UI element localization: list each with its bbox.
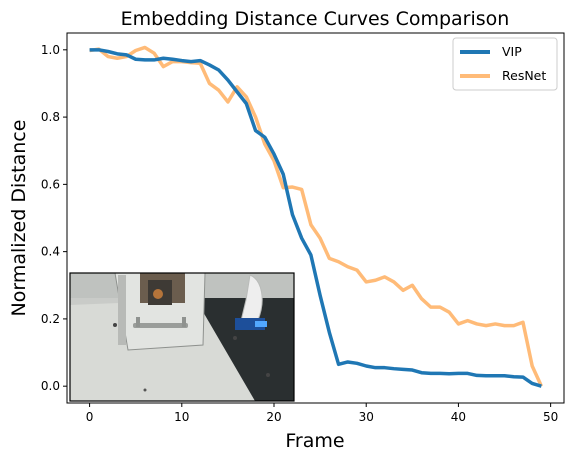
legend-label-vip: VIP <box>502 44 522 59</box>
series-line-vip <box>89 48 542 388</box>
series-line-resnet <box>89 45 544 387</box>
y-tick-label: 1.0 <box>41 43 60 57</box>
plot-frame <box>66 32 565 404</box>
y-tick-label: 0.6 <box>41 177 60 191</box>
y-tick-label: 0.8 <box>41 110 60 124</box>
x-axis-label: Frame <box>285 430 344 452</box>
plot-area: 0 10 20 30 40 50 0.0 0.2 0.4 0.6 0.8 1.0 <box>41 32 565 424</box>
legend: VIP ResNet <box>452 37 558 91</box>
x-tick-label: 50 <box>543 410 558 424</box>
x-tick-label: 10 <box>174 410 189 424</box>
y-tick-label: 0.0 <box>41 379 60 393</box>
x-tick-label: 30 <box>359 410 374 424</box>
inset-photo <box>69 272 295 402</box>
x-tick-label: 20 <box>266 410 281 424</box>
x-axis-ticks: 0 10 20 30 40 50 <box>86 403 558 424</box>
y-axis-label: Normalized Distance <box>8 120 30 317</box>
y-tick-label: 0.2 <box>41 312 60 326</box>
legend-label-resnet: ResNet <box>502 68 546 83</box>
x-tick-label: 40 <box>451 410 466 424</box>
y-axis-ticks: 0.0 0.2 0.4 0.6 0.8 1.0 <box>41 43 67 393</box>
chart-title: Embedding Distance Curves Comparison <box>121 8 510 30</box>
series-layer <box>89 45 544 388</box>
x-tick-label: 0 <box>86 410 94 424</box>
y-tick-label: 0.4 <box>41 245 60 259</box>
